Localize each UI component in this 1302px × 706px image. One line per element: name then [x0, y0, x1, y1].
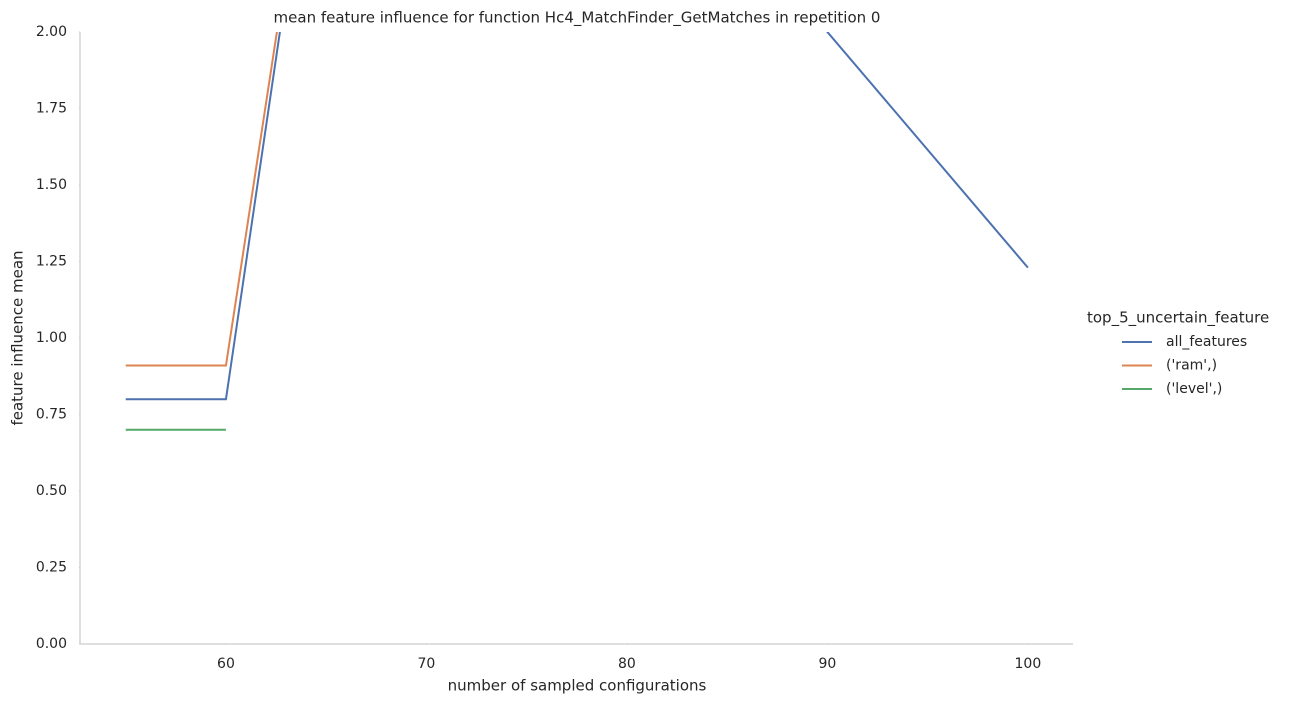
x-tick-label: 70 [418, 656, 436, 672]
y-tick-label: 1.00 [36, 330, 67, 346]
legend-label: all_features [1166, 334, 1247, 350]
x-tick-label: 60 [217, 656, 235, 672]
y-tick-label: 1.25 [36, 254, 67, 270]
y-tick-label: 1.75 [36, 101, 67, 117]
y-axis-label: feature influence mean [9, 250, 27, 425]
legend-label: ('ram',) [1166, 358, 1217, 374]
plot-area [125, 32, 1029, 431]
y-tick-label: 0.25 [36, 560, 67, 576]
chart-title: mean feature influence for function Hc4_… [274, 9, 881, 28]
y-tick-label: 2.00 [36, 24, 67, 40]
x-axis-label: number of sampled configurations [448, 677, 707, 695]
x-tick-label: 100 [1015, 656, 1042, 672]
y-tick-label: 0.50 [36, 483, 67, 499]
legend-title: top_5_uncertain_feature [1087, 309, 1269, 328]
y-tick-label: 1.50 [36, 177, 67, 193]
x-tick-label: 80 [618, 656, 636, 672]
series-line [125, 32, 1029, 401]
y-tick-label: 0.00 [36, 636, 67, 652]
legend-label: ('level',) [1166, 381, 1222, 397]
series-line [125, 32, 278, 367]
y-tick-label: 0.75 [36, 407, 67, 423]
x-tick-label: 90 [818, 656, 836, 672]
